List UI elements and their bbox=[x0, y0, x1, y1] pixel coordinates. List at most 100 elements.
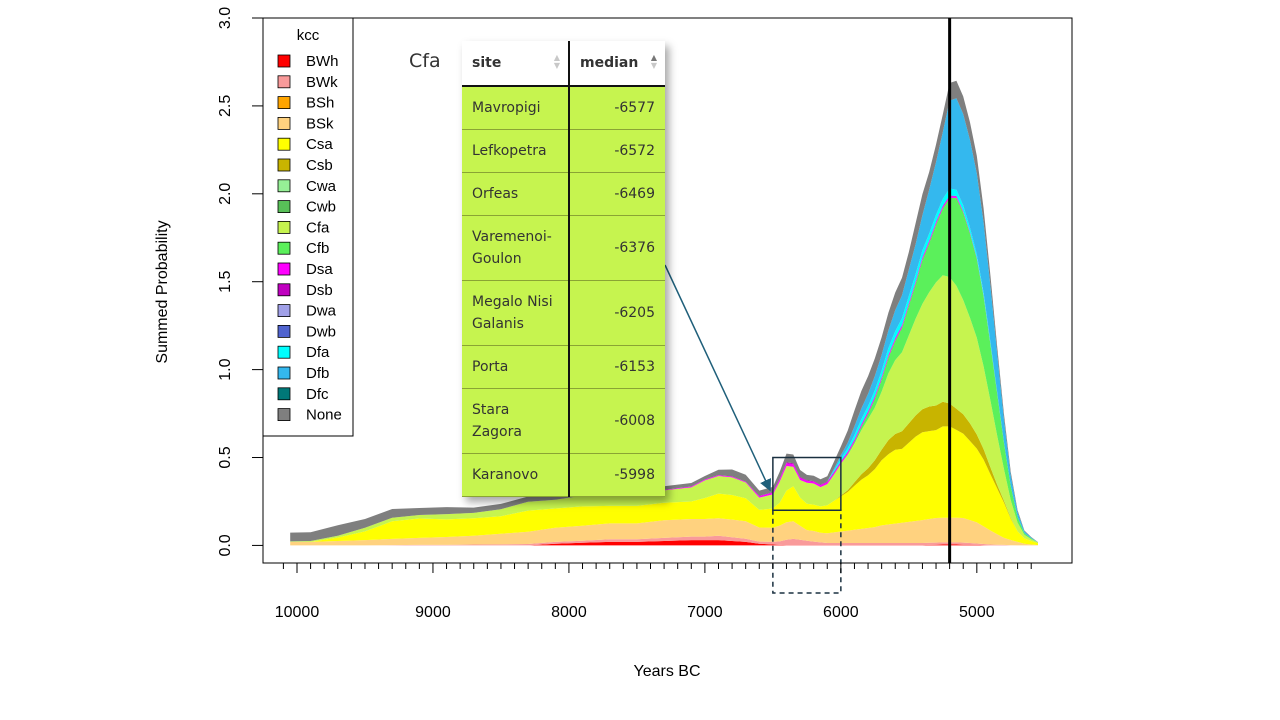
table-header-row: site ▲ ▼ median ▲ ▼ bbox=[462, 41, 665, 87]
legend-label-BSh: BSh bbox=[306, 95, 334, 112]
legend-swatch-Dwa bbox=[277, 304, 291, 318]
table-row: Lefkopetra -6572 bbox=[462, 129, 665, 173]
site-median-table: site ▲ ▼ median ▲ ▼ Mavropigi -6577 Lefkopet… bbox=[462, 41, 665, 497]
sort-ascending-icon[interactable]: ▲ ▼ bbox=[650, 53, 657, 70]
y-tick-label: 2.0 bbox=[217, 183, 234, 205]
cell-site: Varemenoi- Goulon bbox=[462, 215, 570, 281]
area-BSk bbox=[290, 517, 1038, 546]
y-tick-label: 0.0 bbox=[217, 534, 234, 556]
legend-swatch-Csa bbox=[277, 137, 291, 151]
area-Csb bbox=[290, 401, 1038, 544]
legend-label-None: None bbox=[306, 407, 342, 424]
x-tick-label: 10000 bbox=[275, 604, 320, 621]
x-axis-title: Years BC bbox=[634, 663, 701, 680]
y-tick-label: 1.5 bbox=[217, 270, 234, 292]
cell-median: -6205 bbox=[569, 280, 665, 346]
legend-swatch-Dsb bbox=[277, 283, 291, 297]
legend-swatch-Cfa bbox=[277, 220, 291, 234]
legend: kcc BWh BWk BSh BSk Csa Csb Cwa Cwb Cfa Cfb Dsa Dsb D… bbox=[262, 17, 354, 437]
legend-swatch-Cwb bbox=[277, 200, 291, 214]
inset-climate-label: Cfa bbox=[409, 50, 441, 72]
legend-swatch-BSh bbox=[277, 96, 291, 109]
cell-median: -6469 bbox=[569, 172, 665, 216]
column-header-median-label: median bbox=[580, 55, 639, 71]
legend-swatch-BWk bbox=[277, 75, 291, 89]
table-row: Orfeas -6469 bbox=[462, 172, 665, 216]
legend-label-Cfb: Cfb bbox=[306, 240, 329, 257]
legend-swatch-Dwb bbox=[277, 324, 291, 338]
table-row: Varemenoi- Goulon -6376 bbox=[462, 215, 665, 281]
area-Cfb bbox=[290, 197, 1038, 543]
table-body: Mavropigi -6577 Lefkopetra -6572 Orfeas -6469… bbox=[462, 86, 665, 497]
zoom-box bbox=[772, 456, 842, 512]
cell-site: Lefkopetra bbox=[462, 129, 570, 173]
table-row: Stara Zagora -6008 bbox=[462, 388, 665, 454]
sort-icon[interactable]: ▲ ▼ bbox=[553, 53, 560, 70]
x-tick-label: 6000 bbox=[823, 604, 859, 621]
legend-label-Cwa: Cwa bbox=[306, 178, 337, 195]
legend-swatch-BWh bbox=[277, 54, 291, 68]
y-tick-label: 3.0 bbox=[217, 7, 234, 29]
cell-median: -6376 bbox=[569, 215, 665, 281]
area-BWh bbox=[290, 540, 1038, 546]
legend-label-Cfa: Cfa bbox=[306, 219, 330, 236]
legend-label-Dfc: Dfc bbox=[306, 386, 329, 403]
legend-label-BWk: BWk bbox=[306, 74, 338, 91]
cell-site: Orfeas bbox=[462, 172, 570, 216]
legend-swatch-Cfb bbox=[277, 241, 291, 255]
legend-label-Dsa: Dsa bbox=[306, 261, 333, 278]
cell-median: -6572 bbox=[569, 129, 665, 173]
table-row: Mavropigi -6577 bbox=[462, 86, 665, 130]
cell-median: -6153 bbox=[569, 345, 665, 389]
cell-site: Karanovo bbox=[462, 453, 570, 497]
legend-label-Csb: Csb bbox=[306, 157, 333, 174]
legend-swatch-Dfa bbox=[277, 345, 291, 359]
axes: 10000 9000 8000 7000 6000 5000 0.0 0.5 1.0 1.5 2.0… bbox=[154, 7, 1073, 680]
legend-label-BSk: BSk bbox=[306, 115, 334, 132]
x-tick-label: 5000 bbox=[959, 604, 995, 621]
legend-label-Csa: Csa bbox=[306, 136, 333, 153]
zoom-box-extension bbox=[772, 509, 842, 594]
cell-median: -6008 bbox=[569, 388, 665, 454]
legend-label-Dsb: Dsb bbox=[306, 282, 333, 299]
legend-swatch-Cwa bbox=[277, 179, 291, 193]
y-tick-label: 2.5 bbox=[217, 95, 234, 117]
legend-swatch-Dsa bbox=[277, 262, 291, 276]
cell-site: Megalo Nisi Galanis bbox=[462, 280, 570, 346]
area-Csa bbox=[290, 426, 1038, 546]
legend-label-Dfb: Dfb bbox=[306, 365, 329, 382]
y-tick-label: 1.0 bbox=[217, 358, 234, 380]
column-header-site-label: site bbox=[472, 55, 502, 71]
chart-overlays bbox=[664, 18, 952, 594]
cell-site: Mavropigi bbox=[462, 86, 570, 130]
stacked-areas bbox=[290, 80, 1038, 546]
legend-label-Dwb: Dwb bbox=[306, 323, 336, 340]
y-tick-label: 0.5 bbox=[217, 446, 234, 468]
area-Dfb bbox=[290, 98, 1038, 543]
column-header-median[interactable]: median ▲ ▼ bbox=[569, 41, 665, 87]
legend-swatch-BSk bbox=[277, 117, 291, 130]
table-row: Megalo Nisi Galanis -6205 bbox=[462, 280, 665, 346]
area-Cfa bbox=[290, 275, 1038, 544]
cell-median: -6577 bbox=[569, 86, 665, 130]
x-tick-label: 8000 bbox=[551, 604, 587, 621]
x-tick-label: 9000 bbox=[415, 604, 451, 621]
column-header-site[interactable]: site ▲ ▼ bbox=[462, 41, 570, 87]
area-None bbox=[290, 80, 1038, 543]
legend-swatch-None bbox=[277, 408, 291, 422]
table-row: Porta -6153 bbox=[462, 345, 665, 389]
legend-swatch-Dfb bbox=[277, 366, 291, 380]
legend-title: kcc bbox=[297, 27, 320, 44]
legend-swatch-Dfc bbox=[277, 387, 291, 401]
legend-label-Dfa: Dfa bbox=[306, 344, 330, 361]
cell-median: -5998 bbox=[569, 453, 665, 497]
x-tick-label: 7000 bbox=[687, 604, 723, 621]
y-axis-title: Summed Probability bbox=[154, 220, 171, 363]
cell-site: Stara Zagora bbox=[462, 388, 570, 454]
legend-label-BWh: BWh bbox=[306, 53, 339, 70]
legend-label-Cwb: Cwb bbox=[306, 199, 336, 216]
cell-site: Porta bbox=[462, 345, 570, 389]
legend-swatch-Csb bbox=[277, 158, 291, 172]
legend-label-Dwa: Dwa bbox=[306, 303, 337, 320]
